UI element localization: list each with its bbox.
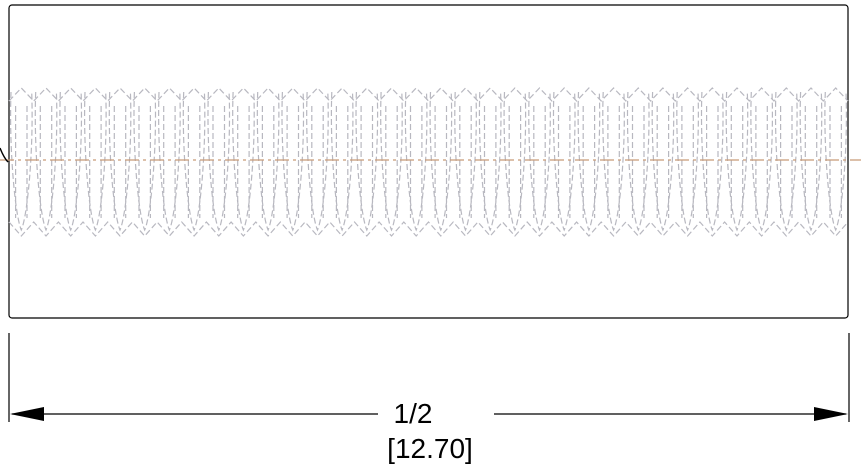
thread-root-line	[360, 106, 374, 218]
thread-root-line	[681, 106, 694, 218]
thread-profile-stub	[0, 147, 9, 163]
thread-root-line	[39, 106, 53, 218]
thread-helix-loop	[774, 91, 798, 232]
thread-root-line	[829, 106, 842, 218]
thread-root-line	[89, 106, 102, 218]
hidden-thread-lines	[8, 87, 849, 237]
thread-root-line	[508, 106, 522, 218]
thread-helix-loop	[380, 91, 403, 232]
thread-root-line	[163, 106, 176, 218]
thread-helix-loop	[700, 91, 724, 232]
thread-crest-top	[8, 87, 849, 102]
thread-root-line	[631, 106, 645, 218]
thread-helix-loop	[552, 91, 576, 232]
thread-root-line	[706, 106, 719, 218]
thread-helix-loop	[478, 91, 502, 232]
thread-helix-loop	[256, 91, 280, 232]
thread-helix-loop	[651, 91, 675, 232]
arrowhead-right	[814, 407, 848, 421]
thread-root-line	[286, 106, 300, 218]
thread-helix-loop	[429, 91, 453, 232]
thread-root-line	[385, 106, 398, 218]
thread-root-line	[311, 106, 324, 218]
thread-helix-loop	[503, 91, 527, 232]
thread-root-line	[434, 106, 448, 218]
dimension-imperial: 1/2	[394, 398, 433, 429]
thread-helix-loop	[404, 91, 428, 232]
dimension-metric: [12.70]	[387, 433, 473, 464]
thread-root-line	[409, 106, 423, 218]
thread-helix-loop	[281, 91, 305, 232]
thread-root-line	[237, 106, 250, 218]
thread-helix-loop	[454, 91, 477, 232]
thread-root-line	[187, 106, 201, 218]
thread-root-line	[335, 106, 349, 218]
thread-helix-loop	[824, 91, 847, 232]
thread-helix-loop	[626, 91, 650, 232]
thread-root-line	[533, 106, 546, 218]
thread-root-line	[483, 106, 497, 218]
thread-helix-loop	[207, 91, 231, 232]
thread-helix-loop	[577, 91, 601, 232]
thread-helix-loop	[725, 91, 749, 232]
thread-root-line	[780, 106, 793, 218]
thread-root-line	[15, 106, 28, 218]
thread-root-line	[261, 106, 275, 218]
thread-root-line	[64, 106, 77, 218]
thread-helix-loop	[133, 91, 157, 232]
thread-helix-loop	[59, 91, 83, 232]
thread-helix-loop	[108, 91, 132, 232]
thread-helix-loop	[330, 91, 354, 232]
part-outline	[8, 4, 849, 319]
thread-root-line	[212, 106, 226, 218]
thread-helix-loop	[799, 91, 823, 232]
thread-helix-loop	[158, 91, 181, 232]
thread-root-line	[557, 106, 571, 218]
thread-root-line	[138, 106, 151, 218]
thread-root-line	[113, 106, 127, 218]
thread-helix-loop	[306, 91, 329, 232]
arrowhead-left	[10, 407, 44, 421]
thread-crest-bottom	[8, 221, 849, 237]
thread-helix-loop	[84, 91, 107, 232]
thread-helix-loop	[528, 91, 551, 232]
thread-helix-loop	[750, 91, 773, 232]
thread-root-line	[755, 106, 768, 218]
thread-helix-loop	[676, 91, 699, 232]
thread-root-line	[730, 106, 744, 218]
thread-root-line	[607, 106, 620, 218]
thread-root-line	[804, 106, 818, 218]
thread-helix-loop	[182, 91, 206, 232]
thread-helix-loop	[232, 91, 255, 232]
thread-helix-loop	[602, 91, 625, 232]
thread-root-line	[656, 106, 670, 218]
thread-root-line	[459, 106, 472, 218]
thread-helix-loop	[10, 91, 33, 232]
thread-root-line	[582, 106, 596, 218]
thread-helix-loop	[34, 91, 58, 232]
thread-helix-loop	[355, 91, 379, 232]
